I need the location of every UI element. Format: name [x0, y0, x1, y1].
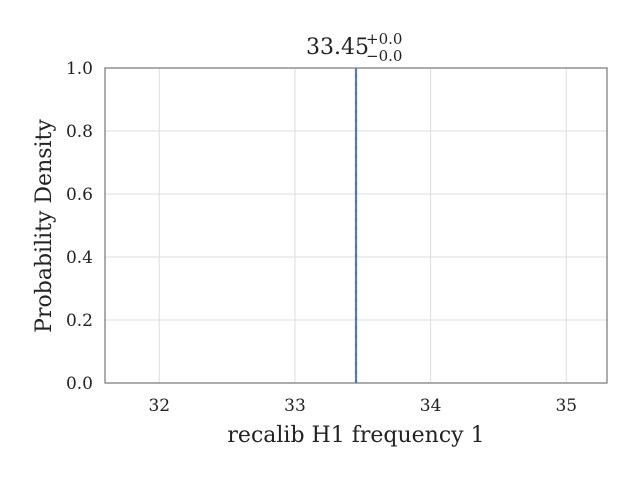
x-tick-label: 35	[555, 396, 577, 416]
title-upper-error: +0.0	[366, 30, 402, 48]
title-value: 33.45	[306, 35, 369, 60]
y-tick-label: 0.4	[66, 248, 93, 268]
x-tick-label: 34	[420, 396, 442, 416]
x-tick-label: 32	[148, 396, 170, 416]
x-tick-label: 33	[284, 396, 306, 416]
y-axis-label: Probability Density	[32, 119, 57, 333]
y-tick-labels: 0.0 0.2 0.4 0.6 0.8 1.0	[66, 59, 93, 394]
x-tick-labels: 32 33 34 35	[148, 396, 577, 416]
y-tick-label: 1.0	[66, 59, 93, 79]
x-axis-label: recalib H1 frequency 1	[227, 423, 484, 448]
chart-title: 33.45	[306, 35, 369, 60]
y-tick-label: 0.8	[66, 122, 93, 142]
title-lower-error: −0.0	[366, 47, 402, 65]
y-tick-label: 0.2	[66, 311, 93, 331]
y-tick-label: 0.0	[66, 374, 93, 394]
y-tick-label: 0.6	[66, 185, 93, 205]
